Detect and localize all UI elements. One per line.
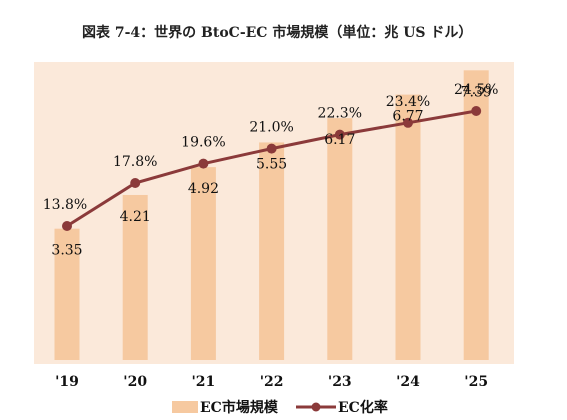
x-tick-label-4: '23 [328, 374, 352, 390]
chart-title: 図表 7-4：世界の BtoC-EC 市場規模（単位：兆 US ドル） [82, 25, 473, 41]
labels-layer: 3.35 13.8% 4.21 17.8% 4.92 19.6% 5.55 21.0% 6.17… [43, 82, 499, 259]
legend: EC市場規模 EC化率 [172, 399, 388, 416]
rate-value-label-3: 21.0% [249, 120, 293, 136]
bar-2 [190, 167, 216, 360]
bar-value-label-4: 6.17 [324, 132, 355, 148]
bar-value-label-1: 4.21 [120, 209, 151, 225]
x-tick-label-5: '24 [396, 374, 420, 390]
rate-value-label-6: 24.5% [454, 82, 498, 98]
rate-value-label-1: 17.8% [113, 154, 157, 170]
bar-value-label-2: 4.92 [188, 181, 219, 197]
rate-point-3 [266, 143, 277, 154]
x-tick-label-2: '21 [192, 374, 216, 390]
rate-point-1 [130, 178, 141, 188]
bar-value-label-5: 6.77 [392, 109, 423, 125]
x-tick-label-3: '22 [260, 374, 284, 390]
rate-value-label-5: 23.4% [386, 94, 430, 110]
bar-value-label-6: 7.39 [461, 84, 492, 100]
rate-point-5 [403, 117, 413, 128]
bar-1 [122, 194, 148, 360]
x-tick-label-1: '20 [123, 374, 147, 390]
rate-point-2 [198, 158, 209, 169]
bar-4 [327, 118, 353, 360]
rate-point-0 [62, 221, 72, 231]
bar-6 [463, 70, 489, 360]
legend-line-label: EC化率 [338, 399, 388, 416]
bars-layer [54, 70, 489, 360]
rate-value-label-2: 19.6% [181, 135, 225, 151]
legend-bar-swatch [172, 401, 198, 413]
bar-value-label-0: 3.35 [51, 243, 82, 259]
x-tick-label-6: '25 [464, 374, 488, 390]
bar-value-label-3: 5.55 [256, 156, 287, 172]
x-tick-label-0: '19 [55, 374, 79, 390]
x-axis-ticks: '19 '20 '21 '22 '23 '24 '25 [55, 374, 488, 390]
legend-line-marker [311, 402, 321, 412]
rate-point-4 [334, 129, 345, 140]
rate-point-6 [471, 105, 482, 116]
bar-3 [259, 142, 285, 360]
rate-value-label-0: 13.8% [43, 197, 87, 213]
bar-0 [54, 228, 80, 360]
legend-bar-label: EC市場規模 [200, 399, 279, 416]
rate-value-label-4: 22.3% [318, 106, 362, 122]
bar-5 [395, 94, 421, 360]
line-layer [62, 105, 482, 231]
